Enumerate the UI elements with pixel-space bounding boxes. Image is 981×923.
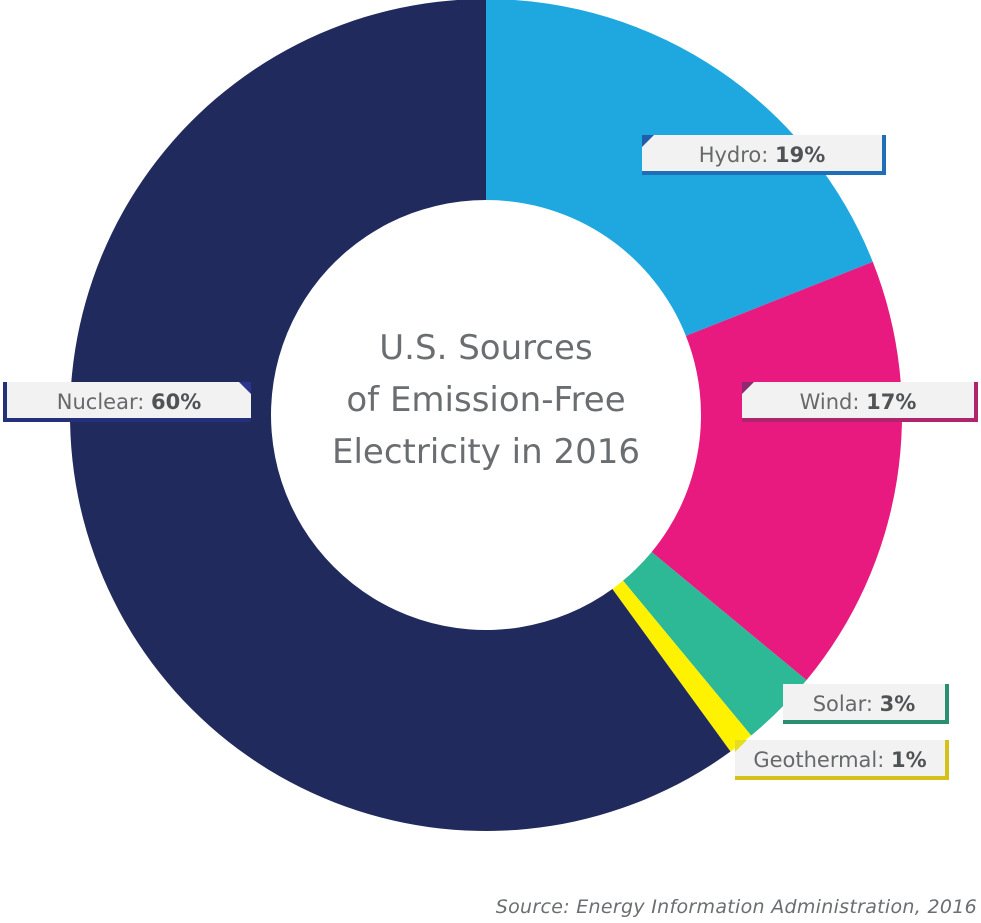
label-wind: Wind: 17% bbox=[742, 382, 978, 422]
label-nuclear: Nuclear: 60% bbox=[3, 382, 251, 422]
label-pointer-geothermal bbox=[735, 740, 747, 752]
label-pointer-nuclear bbox=[239, 382, 251, 394]
label-solar: Solar: 3% bbox=[783, 684, 949, 724]
slice-solar bbox=[623, 552, 807, 736]
label-pointer-wind bbox=[742, 382, 754, 394]
chart-title-line-2: of Emission-Free bbox=[346, 380, 626, 420]
chart-title-line-3: Electricity in 2016 bbox=[331, 432, 641, 472]
label-geothermal-value: 1% bbox=[891, 748, 927, 772]
label-hydro-value: 19% bbox=[775, 143, 826, 167]
slice-nuclear bbox=[70, 0, 731, 831]
label-geothermal-name: Geothermal: bbox=[753, 748, 885, 772]
chart-title-line-1: U.S. Sources bbox=[379, 328, 593, 368]
chart-title: U.S. Sources of Emission-Free Electricit… bbox=[286, 322, 686, 478]
label-hydro-name: Hydro: bbox=[698, 143, 769, 167]
label-solar-name: Solar: bbox=[812, 692, 873, 716]
label-wind-name: Wind: bbox=[799, 390, 860, 414]
source-note: Source: Energy Information Administratio… bbox=[495, 896, 977, 918]
label-geothermal: Geothermal: 1% bbox=[735, 740, 949, 780]
label-nuclear-value: 60% bbox=[150, 390, 202, 414]
slice-geothermal bbox=[612, 580, 752, 752]
label-wind-value: 17% bbox=[866, 390, 917, 414]
slice-wind bbox=[651, 261, 903, 681]
label-solar-value: 3% bbox=[879, 692, 916, 716]
label-pointer-hydro bbox=[642, 135, 654, 147]
label-hydro: Hydro: 19% bbox=[642, 135, 886, 175]
label-nuclear-name: Nuclear: bbox=[56, 390, 145, 414]
